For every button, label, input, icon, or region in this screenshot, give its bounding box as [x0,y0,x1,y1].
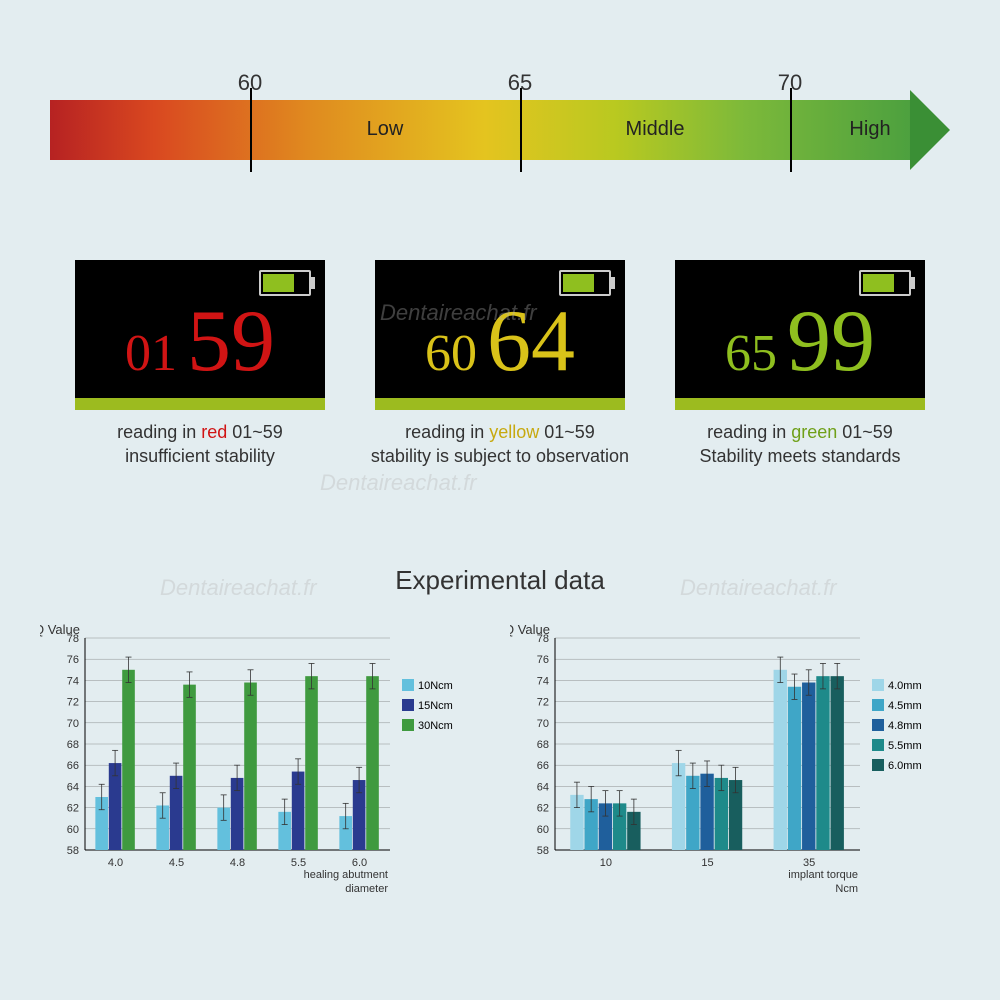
svg-text:72: 72 [537,697,549,709]
svg-text:58: 58 [67,845,79,857]
svg-text:74: 74 [537,675,549,687]
svg-text:15Ncm: 15Ncm [418,700,453,712]
display-bottom-bar [375,398,625,410]
experimental-data-title: Experimental data [0,565,1000,596]
svg-text:62: 62 [537,803,549,815]
svg-text:diameter: diameter [345,883,388,895]
display-caption: reading in red 01~59insufficient stabili… [70,420,330,469]
svg-text:6.0: 6.0 [352,857,367,869]
charts-row: ISQ Value58606264666870727476784.04.54.8… [40,620,960,900]
chart-implant-torque: ISQ Value5860626466687072747678101535imp… [510,620,960,900]
display-screen: 6064 [375,260,625,410]
svg-text:74: 74 [67,675,79,687]
reading-big: 59 [187,293,275,390]
display-readouts-row: 0159 reading in red 01~59insufficient sta… [70,260,930,469]
display-screen: 6599 [675,260,925,410]
svg-text:implant torque: implant torque [788,869,858,881]
stability-scale-arrow: 60 65 70 Low Middle High [50,70,950,160]
svg-text:10: 10 [600,857,612,869]
svg-text:58: 58 [537,845,549,857]
svg-text:78: 78 [537,633,549,645]
display-block: 0159 reading in red 01~59insufficient sta… [70,260,330,469]
svg-text:62: 62 [67,803,79,815]
chart-healing-abutment: ISQ Value58606264666870727476784.04.54.8… [40,620,490,900]
tick-mark [520,88,522,172]
display-caption: reading in green 01~59Stability meets st… [670,420,930,469]
reading-small: 65 [725,325,777,382]
svg-text:4.5mm: 4.5mm [888,700,922,712]
display-block: 6599 reading in green 01~59Stability meet… [670,260,930,469]
zone-middle: Middle [626,118,685,141]
svg-text:60: 60 [537,824,549,836]
svg-text:15: 15 [701,857,713,869]
display-screen: 0159 [75,260,325,410]
svg-text:Ncm: Ncm [835,883,858,895]
svg-text:4.8mm: 4.8mm [888,720,922,732]
tick-mark [790,88,792,172]
svg-text:68: 68 [67,739,79,751]
svg-text:4.5: 4.5 [169,857,184,869]
svg-text:35: 35 [803,857,815,869]
svg-text:healing abutment: healing abutment [304,869,388,881]
reading-big: 99 [787,293,875,390]
reading-small: 60 [425,325,477,382]
svg-text:5.5: 5.5 [291,857,306,869]
watermark: Dentaireachat.fr [320,470,477,496]
svg-text:30Ncm: 30Ncm [418,720,453,732]
svg-text:70: 70 [537,718,549,730]
svg-text:4.8: 4.8 [230,857,245,869]
svg-text:76: 76 [537,654,549,666]
svg-text:4.0mm: 4.0mm [888,680,922,692]
display-caption: reading in yellow 01~59stability is subj… [370,420,630,469]
svg-text:72: 72 [67,697,79,709]
svg-text:70: 70 [67,718,79,730]
reading-big: 64 [487,293,575,390]
svg-text:64: 64 [537,781,549,793]
arrow-head-icon [910,90,950,170]
svg-text:66: 66 [67,760,79,772]
svg-text:6.0mm: 6.0mm [888,760,922,772]
svg-text:4.0: 4.0 [108,857,123,869]
display-block: 6064 reading in yellow 01~59stability is … [370,260,630,469]
display-bottom-bar [675,398,925,410]
tick-mark [250,88,252,172]
svg-text:78: 78 [67,633,79,645]
svg-text:64: 64 [67,781,79,793]
svg-text:10Ncm: 10Ncm [418,680,453,692]
svg-text:5.5mm: 5.5mm [888,740,922,752]
zone-low: Low [367,118,404,141]
svg-text:76: 76 [67,654,79,666]
svg-text:60: 60 [67,824,79,836]
reading-small: 01 [125,325,177,382]
svg-text:66: 66 [537,760,549,772]
zone-high: High [849,118,890,141]
svg-text:68: 68 [537,739,549,751]
display-bottom-bar [75,398,325,410]
